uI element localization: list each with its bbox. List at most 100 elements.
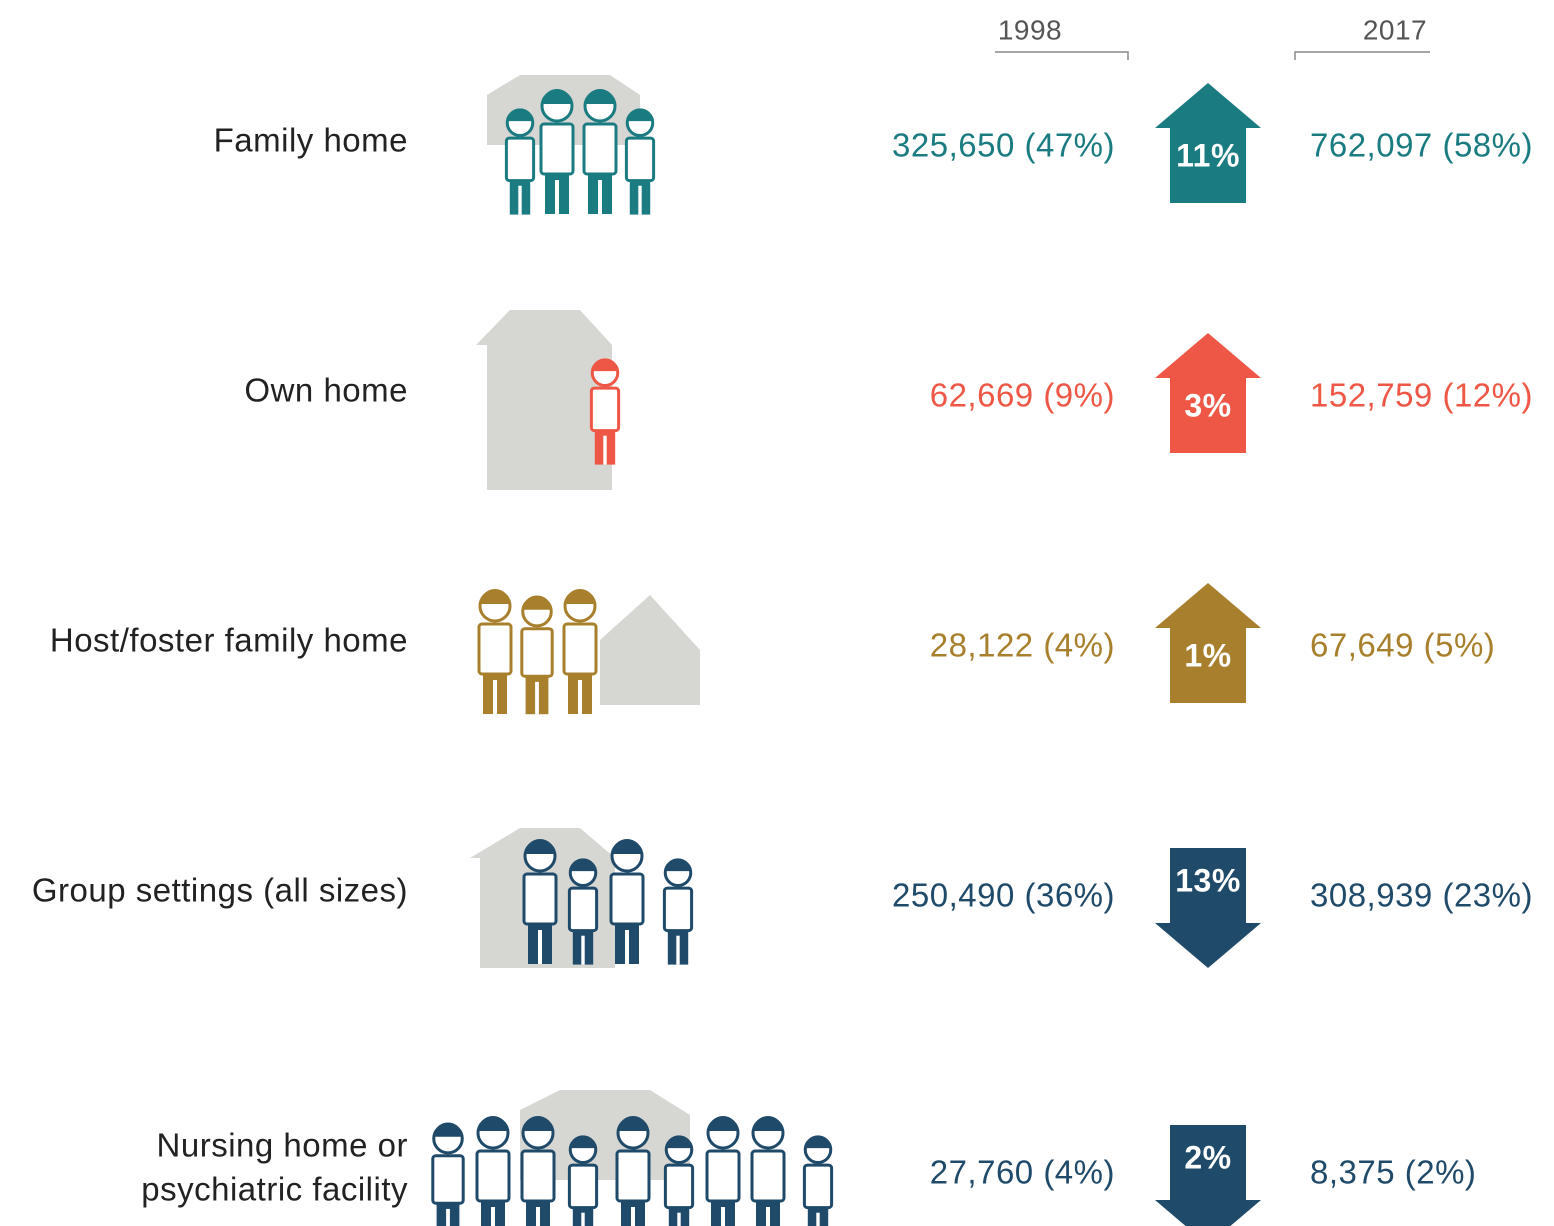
person-body <box>582 122 618 176</box>
person-body <box>475 1149 511 1203</box>
person-hair <box>522 595 552 610</box>
person-hair <box>433 1122 463 1137</box>
change-arrow <box>1155 83 1261 203</box>
person-hair <box>570 858 596 872</box>
end-value: 308,939 (23%) <box>1310 877 1533 914</box>
person-gap <box>491 1207 495 1226</box>
person-hair <box>753 1116 783 1131</box>
person-gap <box>518 185 522 215</box>
row-label: Own home <box>244 372 408 409</box>
row-label: Host/foster family home <box>50 622 408 659</box>
year-end: 2017 <box>1363 14 1427 45</box>
person-hair <box>507 108 533 122</box>
start-value: 62,669 (9%) <box>930 377 1115 414</box>
change-value: 11% <box>1176 137 1240 173</box>
row: Nursing home or psychiatric facility 27,76… <box>141 1090 1476 1226</box>
start-value: 325,650 (47%) <box>892 127 1115 164</box>
person-body <box>567 1163 599 1210</box>
person-gap <box>578 680 582 714</box>
person-body <box>567 886 599 933</box>
person-hair <box>565 589 595 604</box>
year-bracket <box>1294 51 1430 60</box>
person-hair <box>627 108 653 122</box>
person-body <box>662 886 694 933</box>
person-body <box>609 872 645 926</box>
person-gap <box>581 935 585 965</box>
person-hair <box>480 589 510 604</box>
person-gap <box>677 1212 681 1226</box>
person-body <box>705 1149 741 1203</box>
person-hair <box>805 1135 831 1149</box>
person-gap <box>603 435 607 465</box>
person-hair <box>612 839 642 854</box>
person-body <box>624 136 656 183</box>
person-gap <box>638 185 642 215</box>
row-label: Group settings (all sizes) <box>32 872 408 909</box>
person-hair <box>542 89 572 104</box>
person-gap <box>581 1212 585 1226</box>
change-value: 1% <box>1184 637 1231 673</box>
person-body <box>477 622 513 676</box>
row-label: Nursing home or <box>157 1127 408 1164</box>
row-label: Family home <box>214 122 408 159</box>
change-value: 13% <box>1175 862 1241 898</box>
person-gap <box>555 180 559 214</box>
change-value: 3% <box>1184 387 1231 423</box>
end-value: 152,759 (12%) <box>1310 377 1533 414</box>
change-arrow <box>1155 848 1261 968</box>
change-value: 2% <box>1184 1139 1231 1175</box>
person-gap <box>631 1207 635 1226</box>
person-gap <box>816 1212 820 1226</box>
person-body <box>562 622 598 676</box>
person-gap <box>535 681 539 715</box>
person-gap <box>598 180 602 214</box>
house-icon <box>476 310 612 490</box>
person-gap <box>493 680 497 714</box>
person-hair <box>666 1135 692 1149</box>
row: Family home 325,650 (47%) 762,097 (58%) 11% <box>214 75 1533 215</box>
person-hair <box>570 1135 596 1149</box>
person-body <box>589 386 621 433</box>
person-body <box>522 872 558 926</box>
start-value: 250,490 (36%) <box>892 877 1115 914</box>
person-gap <box>538 930 542 964</box>
change-arrow <box>1155 1125 1261 1226</box>
row-label: psychiatric facility <box>141 1171 408 1208</box>
person-hair <box>618 1116 648 1131</box>
start-value: 27,760 (4%) <box>930 1154 1115 1191</box>
person-gap <box>536 1207 540 1226</box>
person-gap <box>625 930 629 964</box>
person-hair <box>523 1116 553 1131</box>
person-body <box>663 1163 695 1210</box>
row: Host/foster family home 28,122 (4%) 67,649… <box>50 583 1495 715</box>
end-value: 8,375 (2%) <box>1310 1154 1476 1191</box>
person-body <box>539 122 575 176</box>
person-gap <box>446 1208 450 1226</box>
person-hair <box>665 858 691 872</box>
row: Group settings (all sizes) 250,490 (36%) 3… <box>32 828 1533 968</box>
person-body <box>504 136 536 183</box>
house-icon <box>600 595 700 705</box>
person-body <box>750 1149 786 1203</box>
person-gap <box>721 1207 725 1226</box>
person-body <box>802 1163 834 1210</box>
person-hair <box>708 1116 738 1131</box>
person-body <box>520 627 554 678</box>
change-arrow <box>1155 333 1261 453</box>
person-hair <box>525 839 555 854</box>
start-value: 28,122 (4%) <box>930 627 1115 664</box>
end-value: 67,649 (5%) <box>1310 627 1495 664</box>
year-start: 1998 <box>998 14 1062 45</box>
end-value: 762,097 (58%) <box>1310 127 1533 164</box>
row: Own home 62,669 (9%) 152,759 (12%) 3% <box>244 310 1533 490</box>
person-hair <box>478 1116 508 1131</box>
person-body <box>431 1154 465 1205</box>
year-bracket <box>995 51 1129 60</box>
person-body <box>615 1149 651 1203</box>
person-body <box>520 1149 556 1203</box>
person-gap <box>766 1207 770 1226</box>
person-hair <box>592 358 618 372</box>
change-arrow <box>1155 583 1261 703</box>
person-hair <box>585 89 615 104</box>
